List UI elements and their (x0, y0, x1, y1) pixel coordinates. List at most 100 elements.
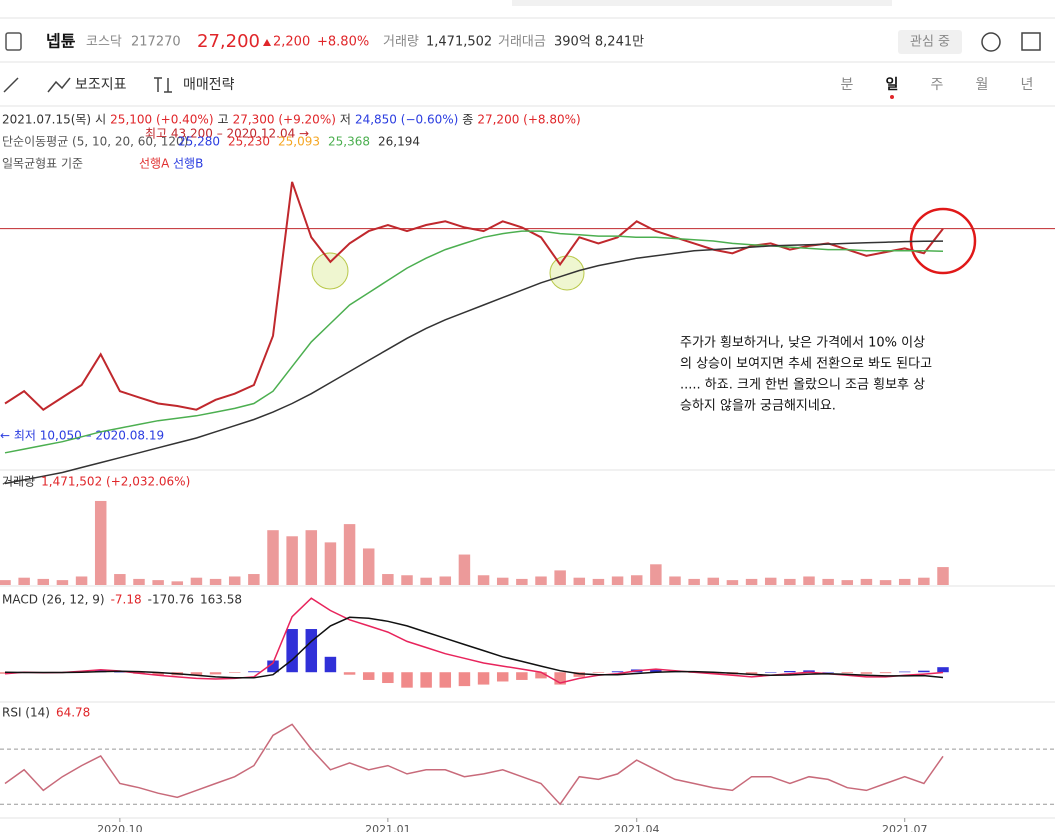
panel-value: 1,471,502 (+2,032.06%) (41, 475, 190, 489)
period-tab[interactable]: 월 (976, 77, 989, 93)
volume-bar (267, 530, 279, 585)
oscillator-bar (898, 671, 911, 673)
oscillator-bar (439, 672, 452, 688)
volume-bar (114, 574, 126, 585)
panel-value: -170.76 (148, 593, 194, 607)
volume-bar (937, 567, 949, 585)
volume-bar (0, 580, 11, 585)
ichimoku-label: 일목균형표 기준 (2, 157, 83, 171)
oscillator-bar (324, 656, 337, 673)
ma-value: 25,093 (278, 135, 320, 149)
panel-value: 163.58 (200, 593, 242, 607)
change-pct: +8.80% (317, 35, 369, 50)
oscillator-bar (841, 672, 854, 674)
oscillator-bar (516, 672, 528, 680)
volume-bar (228, 576, 241, 585)
volume-bar (918, 577, 930, 585)
volume-bar (18, 577, 30, 585)
ma-label: 단순이동평균 (5, 10, 20, 60, 120) (2, 135, 188, 149)
volume-bar (650, 564, 662, 585)
volume-bar (726, 580, 739, 585)
oscillator-bar (228, 672, 241, 673)
ma-value: 25,280 (178, 135, 220, 149)
volume-bar (707, 577, 720, 585)
search-bar (512, 0, 892, 6)
volume-bar (458, 554, 471, 585)
series-line (4, 723, 944, 806)
amount-label: 거래대금 (498, 35, 546, 50)
volume-bar (841, 580, 854, 585)
volume-bar (305, 530, 318, 585)
period-tab[interactable]: 주 (931, 77, 944, 93)
volume-bar (535, 576, 547, 585)
ma-value: 26,194 (378, 135, 420, 149)
volume-bar (554, 570, 566, 585)
oscillator-bar (496, 672, 509, 682)
stock-name: 넵튠 (46, 32, 76, 51)
strategy-button[interactable]: 매매전략 (183, 77, 235, 93)
x-tick-label: 2021.04 (614, 823, 660, 832)
highlight-circle (311, 252, 349, 290)
oscillator-bar (267, 660, 279, 673)
oscillator-bar (209, 672, 222, 675)
period-tab[interactable]: 년 (1021, 77, 1034, 93)
volume-bar (209, 578, 222, 585)
draw-icon[interactable] (3, 77, 19, 93)
oscillator-bar (822, 672, 834, 673)
info-text: 2021.07.15(목) (2, 113, 91, 127)
period-tab[interactable]: 분 (841, 77, 854, 93)
volume-bar (133, 578, 145, 585)
low-annotation: ← 최저 10,050 – 2020.08.19 (0, 429, 164, 443)
oscillator-bar (248, 671, 260, 673)
panel-title: 거래량 (2, 475, 35, 489)
oscillator-bar (554, 672, 566, 685)
info-text: 고 (218, 113, 229, 127)
edit-icon[interactable] (1021, 32, 1041, 51)
panel-icon[interactable] (5, 32, 22, 51)
info-text: 24,850 (−0.60%) (355, 113, 458, 127)
oscillator-bar (764, 672, 777, 673)
oscillator-bar (707, 672, 720, 674)
note-line: 주가가 횡보하거나, 낮은 가격에서 10% 이상 (680, 336, 925, 351)
x-tick-label: 2021.01 (365, 823, 411, 832)
volume-bar (822, 578, 834, 585)
oscillator-bar (0, 672, 11, 674)
panel-value: -7.18 (111, 593, 142, 607)
volume-bar (803, 576, 815, 585)
volume-bar (439, 576, 452, 585)
panel-title: RSI (14) (2, 706, 50, 720)
oscillator-bar (477, 672, 490, 685)
series-line (4, 181, 944, 411)
series-line (4, 616, 944, 679)
oscillator-bar (592, 672, 605, 673)
volume-bar (784, 578, 796, 585)
volume-bar (630, 575, 643, 585)
indicator-icon[interactable] (47, 77, 71, 93)
oscillator-bar (937, 667, 949, 673)
oscillator-bar (784, 670, 796, 673)
volume-bar (764, 577, 777, 585)
flash-icon[interactable] (981, 32, 1001, 52)
strategy-icon[interactable] (154, 77, 172, 93)
oscillator-bar (343, 672, 356, 675)
indicator-button[interactable]: 보조지표 (75, 77, 127, 93)
oscillator-bar (362, 672, 375, 680)
watch-button[interactable] (898, 30, 962, 54)
volume-bar (745, 578, 758, 585)
high-annotation: 최고 43,200 – 2020.12.04 → (145, 127, 309, 141)
info-text: 종 (462, 113, 473, 127)
volume-bar (248, 574, 260, 585)
volume-bar (286, 536, 298, 585)
period-tab[interactable]: 일 (886, 77, 899, 93)
volume-bar (37, 578, 50, 585)
info-text: 25,100 (+0.40%) (110, 113, 213, 127)
volume-bar (688, 578, 700, 585)
volume-bar (362, 548, 375, 585)
note-line: 의 상승이 보여지면 추세 전환으로 봐도 된다고 (680, 357, 932, 372)
amount: 390억 8,241만 (554, 35, 644, 50)
note-line: ..... 하죠. 크게 한번 올랐으니 조금 횡보후 상 (680, 378, 925, 393)
series-line (4, 230, 944, 454)
volume-bar (401, 575, 413, 585)
volume-bar (171, 581, 184, 585)
watch-label: 관심 중 (910, 35, 950, 50)
